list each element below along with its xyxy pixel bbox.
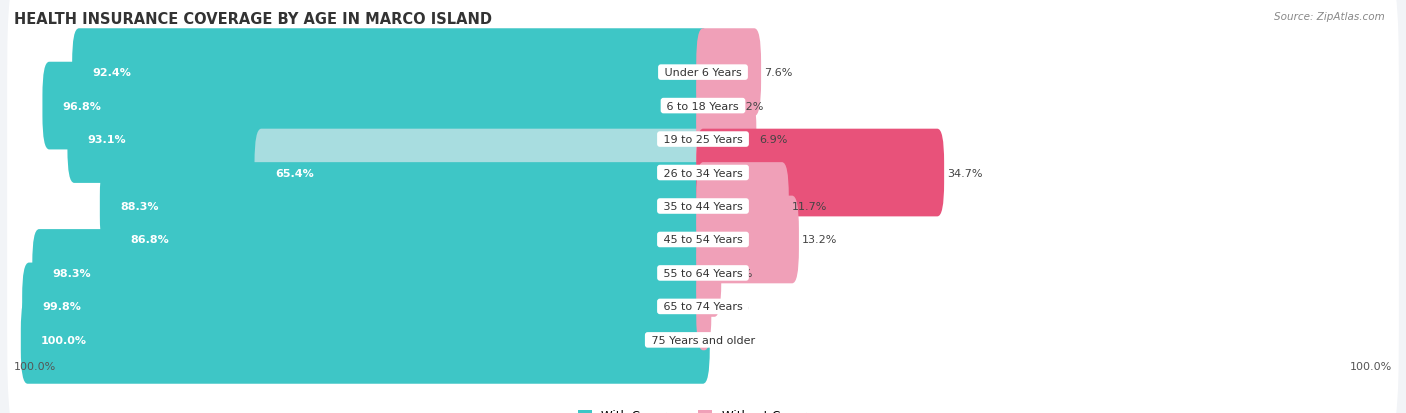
FancyBboxPatch shape	[696, 263, 711, 350]
Text: 0.23%: 0.23%	[714, 301, 749, 312]
FancyBboxPatch shape	[7, 24, 1399, 256]
Text: HEALTH INSURANCE COVERAGE BY AGE IN MARCO ISLAND: HEALTH INSURANCE COVERAGE BY AGE IN MARC…	[14, 12, 492, 27]
Text: 13.2%: 13.2%	[803, 235, 838, 245]
FancyBboxPatch shape	[696, 129, 945, 217]
FancyBboxPatch shape	[7, 190, 1399, 413]
Text: 65 to 74 Years: 65 to 74 Years	[659, 301, 747, 312]
Text: 86.8%: 86.8%	[131, 235, 169, 245]
Text: 93.1%: 93.1%	[87, 135, 127, 145]
FancyBboxPatch shape	[254, 129, 710, 217]
Text: Under 6 Years: Under 6 Years	[661, 68, 745, 78]
Text: 65.4%: 65.4%	[274, 168, 314, 178]
Text: 45 to 54 Years: 45 to 54 Years	[659, 235, 747, 245]
FancyBboxPatch shape	[7, 0, 1399, 189]
FancyBboxPatch shape	[7, 57, 1399, 290]
FancyBboxPatch shape	[7, 90, 1399, 323]
Text: 99.8%: 99.8%	[42, 301, 82, 312]
FancyBboxPatch shape	[696, 230, 721, 317]
FancyBboxPatch shape	[21, 296, 710, 384]
FancyBboxPatch shape	[696, 96, 756, 183]
FancyBboxPatch shape	[696, 63, 731, 150]
Text: 100.0%: 100.0%	[14, 361, 56, 371]
FancyBboxPatch shape	[696, 196, 799, 284]
FancyBboxPatch shape	[72, 29, 710, 117]
Text: 11.7%: 11.7%	[792, 202, 828, 211]
Text: 100.0%: 100.0%	[41, 335, 87, 345]
Legend: With Coverage, Without Coverage: With Coverage, Without Coverage	[572, 404, 834, 413]
FancyBboxPatch shape	[22, 263, 710, 350]
Text: 3.2%: 3.2%	[735, 101, 763, 112]
Text: 55 to 64 Years: 55 to 64 Years	[659, 268, 747, 278]
Text: 75 Years and older: 75 Years and older	[648, 335, 758, 345]
Text: 6.9%: 6.9%	[759, 135, 789, 145]
FancyBboxPatch shape	[67, 96, 710, 183]
FancyBboxPatch shape	[7, 123, 1399, 356]
FancyBboxPatch shape	[110, 196, 710, 284]
Text: 6 to 18 Years: 6 to 18 Years	[664, 101, 742, 112]
FancyBboxPatch shape	[696, 163, 789, 250]
FancyBboxPatch shape	[32, 230, 710, 317]
Text: 19 to 25 Years: 19 to 25 Years	[659, 135, 747, 145]
FancyBboxPatch shape	[100, 163, 710, 250]
Text: 26 to 34 Years: 26 to 34 Years	[659, 168, 747, 178]
Text: 100.0%: 100.0%	[1350, 361, 1392, 371]
Text: Source: ZipAtlas.com: Source: ZipAtlas.com	[1274, 12, 1385, 22]
Text: 0.0%: 0.0%	[713, 335, 741, 345]
Text: 98.3%: 98.3%	[52, 268, 91, 278]
Text: 88.3%: 88.3%	[120, 202, 159, 211]
Text: 1.7%: 1.7%	[724, 268, 754, 278]
Text: 34.7%: 34.7%	[948, 168, 983, 178]
FancyBboxPatch shape	[7, 0, 1399, 223]
Text: 35 to 44 Years: 35 to 44 Years	[659, 202, 747, 211]
FancyBboxPatch shape	[7, 157, 1399, 389]
FancyBboxPatch shape	[7, 224, 1399, 413]
Text: 7.6%: 7.6%	[765, 68, 793, 78]
Text: 92.4%: 92.4%	[93, 68, 131, 78]
FancyBboxPatch shape	[696, 29, 761, 117]
FancyBboxPatch shape	[42, 63, 710, 150]
Text: 96.8%: 96.8%	[63, 101, 101, 112]
